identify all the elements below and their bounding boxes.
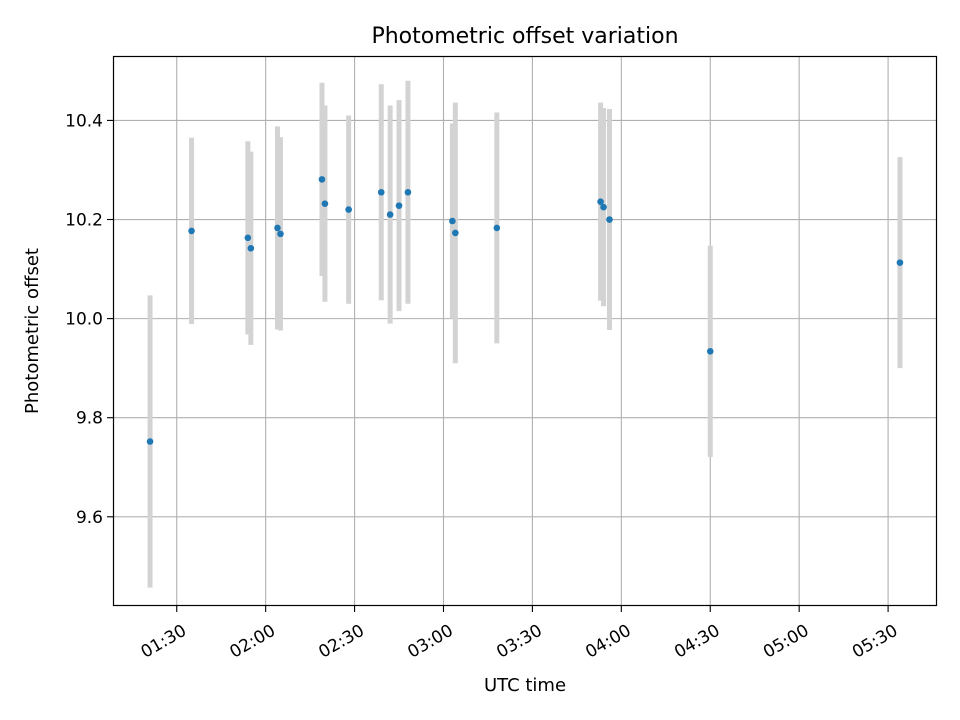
y-tick-label: 10.0 bbox=[65, 310, 103, 330]
data-point bbox=[404, 188, 412, 196]
data-point bbox=[274, 224, 281, 232]
y-tick-label: 10.2 bbox=[65, 211, 103, 231]
data-point bbox=[345, 206, 352, 213]
data-point bbox=[597, 198, 604, 205]
x-tick-label: 01:30 bbox=[138, 621, 190, 663]
data-point bbox=[377, 188, 385, 196]
data-points bbox=[146, 176, 904, 445]
x-tick-label: 05:00 bbox=[760, 621, 812, 663]
data-point bbox=[395, 202, 403, 209]
data-point bbox=[318, 176, 326, 183]
y-tick-label: 9.6 bbox=[76, 508, 103, 528]
data-point bbox=[606, 216, 613, 223]
grid-lines bbox=[113, 56, 937, 606]
x-axis-ticks: 01:30 02:00 02:30 03:00 03:30 04:00 04:30 05:00… bbox=[138, 606, 901, 663]
x-tick-label: 03:00 bbox=[404, 621, 456, 663]
x-tick-label: 02:30 bbox=[315, 621, 367, 663]
data-point bbox=[493, 224, 501, 232]
data-point bbox=[188, 227, 195, 235]
data-point bbox=[452, 229, 459, 237]
data-point bbox=[247, 244, 255, 252]
data-point bbox=[600, 203, 607, 211]
x-tick-label: 03:30 bbox=[493, 621, 545, 663]
x-tick-label: 04:00 bbox=[582, 621, 634, 663]
x-axis-label: UTC time bbox=[484, 675, 566, 696]
y-tick-label: 9.8 bbox=[76, 409, 103, 429]
data-point bbox=[386, 211, 394, 218]
x-tick-label: 05:30 bbox=[849, 621, 901, 663]
chart-title: Photometric offset variation bbox=[371, 24, 678, 49]
data-point bbox=[896, 259, 904, 266]
data-point bbox=[244, 234, 252, 242]
x-tick-label: 04:30 bbox=[671, 621, 723, 663]
data-point bbox=[449, 217, 456, 225]
x-tick-label: 02:00 bbox=[227, 621, 279, 663]
data-point bbox=[277, 230, 284, 238]
data-point bbox=[706, 348, 714, 355]
data-point bbox=[321, 200, 329, 207]
error-bars bbox=[147, 80, 903, 588]
y-axis-ticks: 9.6 9.8 10.0 10.2 10.4 bbox=[65, 111, 113, 528]
y-tick-label: 10.4 bbox=[65, 111, 103, 131]
data-point bbox=[146, 438, 154, 445]
plot-frame bbox=[112, 55, 938, 607]
y-axis-label: Photometric offset bbox=[22, 248, 43, 414]
